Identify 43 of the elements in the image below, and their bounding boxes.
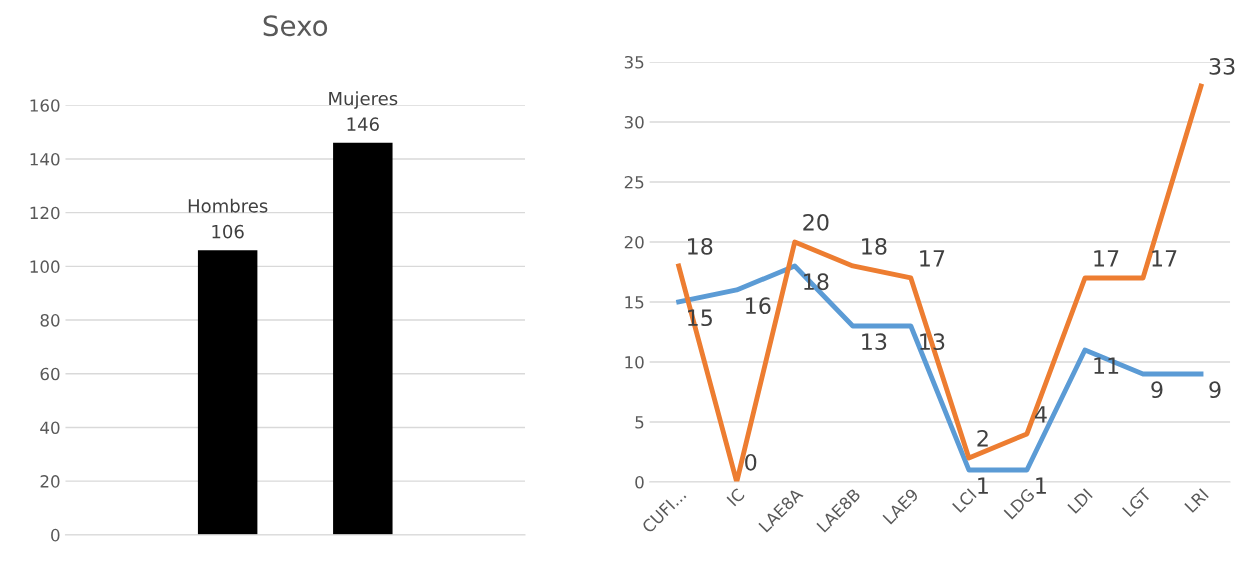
data-label: 17 xyxy=(1152,250,1177,267)
data-label: 18 xyxy=(862,237,887,255)
y-tick-label: 20 xyxy=(40,475,60,488)
x-tick-label: Mujeres xyxy=(329,91,398,109)
y-tick-label: 140 xyxy=(30,152,60,166)
y-tick-label: 15 xyxy=(625,296,644,309)
x-tick-label: LDI xyxy=(1067,488,1093,514)
data-label: 17 xyxy=(1094,250,1119,267)
x-tick-label: Hombres xyxy=(188,198,268,213)
data-label: 9 xyxy=(1151,381,1163,399)
data-label: 2 xyxy=(977,429,988,447)
data-label: 1 xyxy=(1036,477,1046,494)
y-tick-label: 20 xyxy=(624,235,644,249)
y-tick-label: 100 xyxy=(30,260,60,273)
y-tick-label: 120 xyxy=(30,206,60,220)
data-label: 1 xyxy=(978,477,988,494)
data-label: 17 xyxy=(920,250,945,267)
y-tick-label: 0 xyxy=(635,475,644,489)
y-tick-label: 10 xyxy=(625,355,644,369)
y-tick-label: 25 xyxy=(624,175,644,189)
data-label: 9 xyxy=(1209,381,1221,399)
chart-title: Sexo xyxy=(263,15,328,37)
y-tick-label: 160 xyxy=(30,99,60,112)
data-label: 0 xyxy=(745,453,757,471)
x-tick-label: LRI xyxy=(1184,488,1209,513)
y-tick-label: 30 xyxy=(624,115,644,129)
y-tick-label: 60 xyxy=(40,367,60,381)
data-label: 11 xyxy=(1094,357,1119,374)
x-tick-label: IC xyxy=(726,487,746,507)
x-tick-label: LCI xyxy=(951,488,977,514)
y-tick-label: 80 xyxy=(40,314,60,327)
data-label: 146 xyxy=(347,117,379,132)
y-tick-label: 40 xyxy=(40,421,60,435)
data-label: 18 xyxy=(688,237,713,255)
data-label: 33 xyxy=(1209,57,1235,75)
y-tick-label: 35 xyxy=(624,55,644,69)
data-label: 13 xyxy=(862,333,887,351)
data-label: 20 xyxy=(803,213,829,231)
y-tick-label: 5 xyxy=(635,416,644,429)
data-label: 16 xyxy=(746,297,771,315)
y-tick-label: 0 xyxy=(51,528,60,542)
data-label: 4 xyxy=(1034,406,1047,423)
data-label: 106 xyxy=(212,224,244,239)
